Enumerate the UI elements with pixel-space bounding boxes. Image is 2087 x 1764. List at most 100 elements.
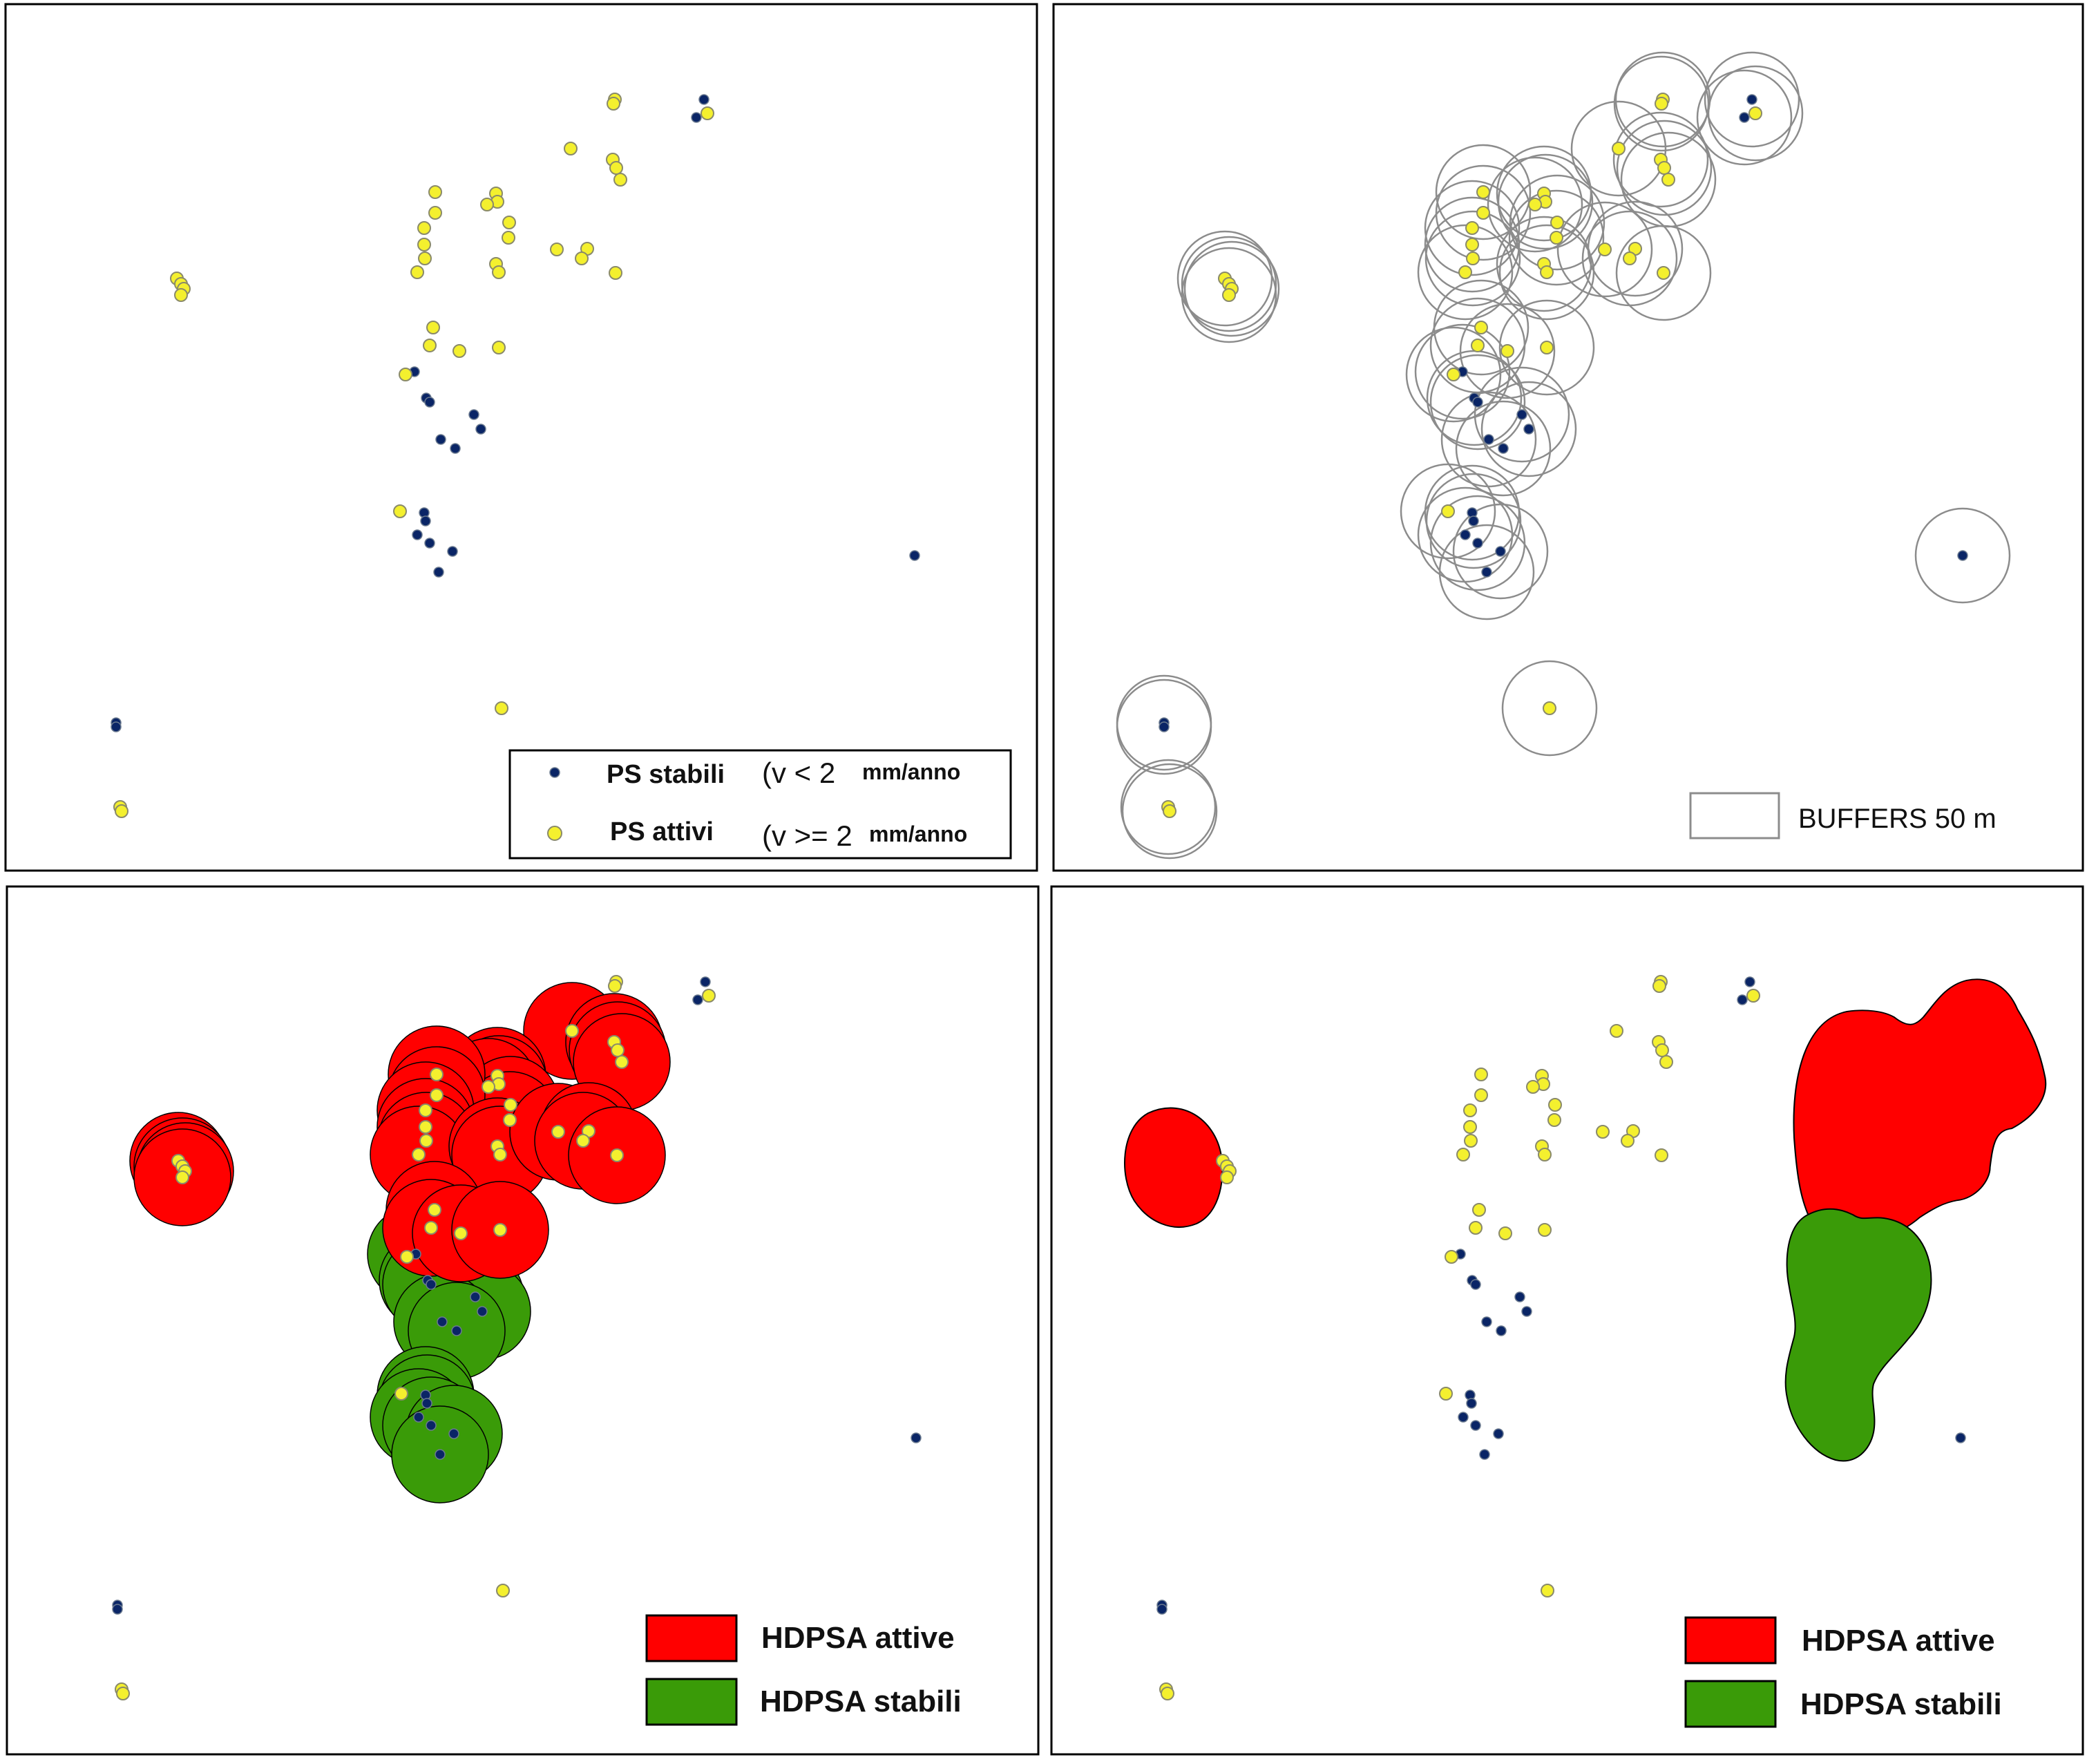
buffer-50m-circle [1429,297,1526,394]
ps-active-point [1526,1080,1540,1094]
ps-stable-point [420,515,431,527]
ps-stable-point [698,94,709,105]
ps-active-point [1220,1170,1234,1184]
ps-stable-point [1156,1604,1168,1615]
ps-active-point [1463,1103,1477,1117]
ps-active-point [412,1148,426,1161]
ps-stable-point [1493,1428,1504,1439]
ps-active-point [1439,1387,1453,1401]
ps-active-point [504,1098,517,1112]
ps-active-point [550,243,564,256]
panel-d-points-layer [1156,975,1966,1700]
buffer-50m-circle [1487,156,1583,253]
ps-active-point [419,1120,432,1134]
buffer-50m-circle [1424,196,1521,293]
ps-active-point [1596,1125,1610,1139]
ps-active-point [610,1148,624,1162]
buffer-50m-circle [1612,111,1709,208]
buffer-50m-circle [1498,299,1595,396]
ps-active-point [1161,1687,1174,1700]
ps-stable-point [1159,721,1170,732]
legend-hdpsa-active-swatch [645,1614,738,1662]
ps-stable-point [450,443,461,454]
ps-active-point [452,344,466,358]
ps-active-point [1621,1134,1635,1148]
ps-active-point [1441,504,1455,518]
ps-active-point [1598,243,1612,256]
buffer-50m-circle [1570,100,1667,197]
buffer-50m-circle [1616,120,1713,216]
buffer-50m-circle [1120,759,1217,855]
ps-active-point [175,1170,189,1184]
ps-stable-point [447,546,458,557]
ps-stable-point [1458,1412,1469,1423]
ps-active-point [1469,1221,1483,1235]
ps-stable-point [1521,1306,1532,1317]
legend-stable-condition: (v < 2 [762,757,835,789]
panel-b-frame [1052,3,2084,872]
panel-hdpsa-dissolved: HDPSA attive HDPSA stabili [1050,885,2084,1756]
buffer-50m-circle [1452,503,1549,600]
buffer-50m-circle [1509,174,1605,271]
buffer-50m-circle [1417,224,1514,321]
ps-active-point [1476,206,1490,220]
legend-active-unit: mm/anno [869,822,967,846]
buffer-50m-circle [1176,230,1273,327]
legend-hdpsa-active-label: HDPSA attive [761,1621,955,1655]
ps-active-point [419,1134,433,1148]
legend-buffer-label: BUFFERS 50 m [1798,804,1997,834]
ps-stable-point [433,567,444,578]
buffer-50m-circle [1696,69,1793,166]
ps-active-point [1543,701,1556,715]
ps-stable-point [424,538,435,549]
ps-active-point [1445,1250,1458,1264]
buffer-50m-circle [1429,354,1526,451]
ps-active-point [1540,265,1554,279]
ps-stable-point [1468,515,1479,527]
ps-active-point [1538,1148,1552,1161]
ps-stable-point [1496,1325,1507,1336]
buffer-50m-circle [1455,400,1552,497]
ps-active-point [1471,339,1485,352]
ps-active-point [565,1024,579,1038]
ps-stable-point [477,1306,488,1317]
panel-buffers: BUFFERS 50 m [1052,3,2084,872]
ps-stable-point [1481,1316,1492,1327]
legend-hdpsa-stable-label: HDPSA stabili [760,1685,962,1718]
ps-active-point [615,1055,629,1069]
buffer-50m-circle [1474,366,1570,463]
hdpsa-active-area-west [1124,1107,1223,1228]
ps-active-point [410,265,424,279]
buffer-50m-circle [1116,679,1212,775]
ps-active-point [1655,1148,1668,1162]
ps-active-point [115,804,128,818]
ps-active-point [1547,1113,1561,1127]
ps-active-point [428,185,442,199]
ps-active-point [1465,238,1479,252]
ps-stable-point [1466,1398,1477,1409]
panel-c-legend: HDPSA attive HDPSA stabili [645,1614,962,1726]
panel-c-points-layer [112,975,922,1700]
ps-stable-point [468,409,479,420]
ps-stable-point [1957,550,1968,561]
hdpsa-active-area-main [1793,978,2047,1246]
ps-active-point [503,1113,517,1127]
ps-active-point [1652,979,1666,993]
buffer-50m-circle [1587,200,1684,297]
ps-active-point [1163,804,1176,818]
ps-active-point [1222,288,1236,302]
ps-stable-point [909,550,920,561]
ps-active-point [493,1148,507,1161]
buffer-50m-circle [1613,55,1710,152]
ps-stable-point [1483,434,1494,445]
ps-active-point [1464,1134,1478,1148]
ps-active-point [116,1687,130,1700]
ps-active-point [400,1250,414,1264]
ps-stable-point [1523,424,1534,435]
ps-active-point [417,221,431,235]
buffer-50m-circle [1414,323,1511,420]
panel-b-points-layer [1159,93,1968,818]
ps-stable-point [1472,538,1483,549]
ps-active-point [1550,231,1563,245]
